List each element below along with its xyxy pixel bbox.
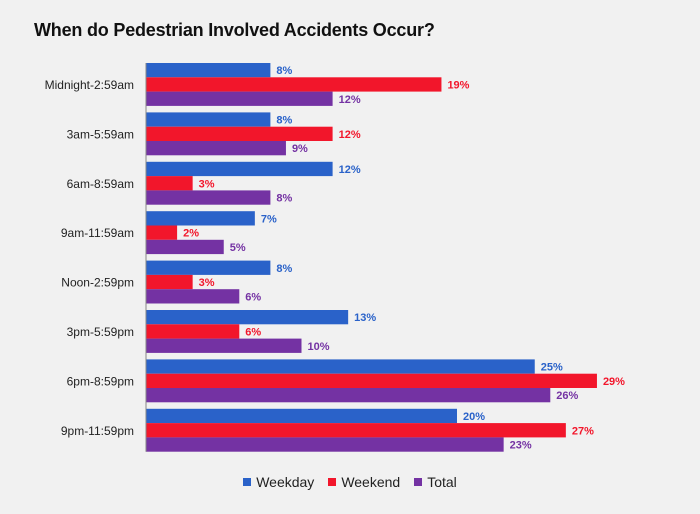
data-label: 7%	[261, 213, 277, 225]
bar-total	[146, 338, 302, 353]
legend-swatch	[414, 478, 423, 486]
bar-weekend	[146, 77, 442, 92]
data-label: 5%	[230, 242, 246, 254]
category-label: 9am-11:59am	[61, 226, 134, 240]
bar-total	[146, 239, 224, 255]
data-label: 23%	[510, 440, 532, 452]
data-label: 6%	[245, 326, 261, 338]
legend-swatch	[243, 478, 252, 486]
bar-total	[146, 141, 286, 156]
bar-weekend	[146, 225, 178, 240]
bar-weekday	[146, 211, 255, 226]
data-label: 8%	[276, 65, 292, 77]
data-label: 3%	[199, 277, 215, 289]
legend: Weekday Weekend Total	[0, 474, 700, 490]
bar-weekday	[146, 161, 333, 177]
bar-weekend	[146, 176, 193, 191]
category-label: 6am-8:59am	[67, 177, 134, 191]
category-label: 3pm-5:59pm	[67, 325, 134, 339]
bar-weekday	[146, 112, 271, 127]
data-label: 19%	[447, 79, 469, 91]
category-label: 9pm-11:59pm	[61, 424, 134, 438]
data-label: 10%	[308, 341, 330, 353]
category-label: Noon-2:59pm	[61, 276, 134, 290]
bar-weekend	[146, 423, 566, 438]
data-label: 6%	[245, 291, 261, 303]
bar-total	[146, 289, 240, 304]
data-label: 8%	[276, 115, 292, 127]
legend-item-weekday: Weekday	[243, 474, 314, 490]
bar-weekday	[146, 260, 271, 275]
data-label: 8%	[276, 193, 292, 205]
legend-label: Weekday	[256, 474, 315, 490]
data-label: 13%	[354, 312, 376, 324]
category-label: 3am-5:59am	[67, 127, 134, 141]
category-label: Midnight-2:59am	[45, 78, 134, 92]
legend-item-total: Total	[414, 474, 457, 490]
bar-weekend	[146, 126, 333, 141]
legend-swatch	[328, 478, 337, 486]
data-label: 12%	[339, 164, 361, 176]
data-label: 2%	[183, 228, 199, 240]
data-label: 27%	[572, 425, 594, 437]
legend-label: Total	[427, 474, 457, 490]
data-label: 12%	[339, 94, 361, 106]
data-label: 26%	[556, 390, 578, 402]
legend-item-weekend: Weekend	[328, 474, 400, 490]
bar-total	[146, 388, 551, 403]
legend-label: Weekend	[341, 474, 401, 490]
category-label: 6pm-8:59pm	[67, 374, 134, 388]
data-label: 29%	[603, 376, 625, 388]
data-label: 8%	[276, 263, 292, 275]
bar-weekend	[146, 274, 193, 290]
bar-weekend	[146, 373, 597, 388]
bar-weekday	[146, 63, 271, 78]
bar-weekday	[146, 359, 535, 374]
bar-total	[146, 91, 333, 106]
bar-weekday	[146, 310, 349, 325]
bar-weekend	[146, 324, 240, 339]
data-label: 25%	[541, 362, 563, 374]
data-label: 3%	[199, 178, 215, 190]
data-label: 20%	[463, 411, 485, 423]
bar-total	[146, 437, 504, 452]
bar-weekday	[146, 408, 457, 424]
bar-total	[146, 190, 271, 205]
data-label: 12%	[339, 129, 361, 141]
chart-title: When do Pedestrian Involved Accidents Oc…	[34, 20, 435, 40]
data-label: 9%	[292, 143, 308, 155]
